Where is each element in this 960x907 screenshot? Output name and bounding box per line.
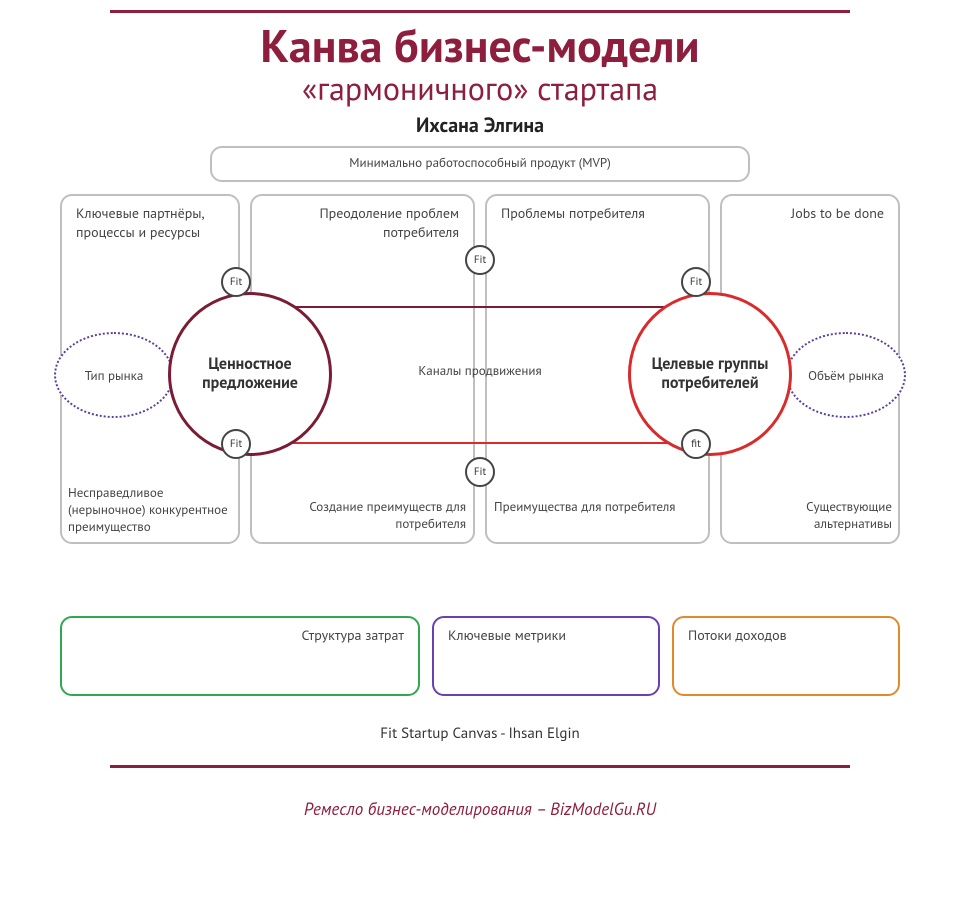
label: Тип рынка [85,368,144,384]
canvas-diagram: Минимально работоспособный продукт (MVP)… [60,146,900,706]
label-existing-alternatives: Существующие альтернативы [728,498,892,532]
label: Ключевые партнёры, процессы и ресурсы [76,204,224,242]
label: Структура затрат [76,626,404,645]
box-revenue-streams: Потоки доходов [672,616,900,696]
label: Fit [474,253,486,267]
label: Целевые группы потребителей [639,355,781,393]
label: Потоки доходов [688,626,884,645]
label: Проблемы потребителя [501,204,694,223]
label-channels: Каналы продвижения [410,362,550,379]
circle-value-proposition: Ценностное предложение [168,292,332,456]
author: Ихсана Элгина [0,112,960,138]
label: Fit [230,437,242,451]
connector-bottom [250,442,710,444]
tagline-site: BizModelGu.RU [550,798,656,820]
label: Преодоление проблем потребителя [266,204,459,242]
page-subtitle: «гармоничного» стартапа [0,71,960,106]
ellipse-market-size: Объём рынка [786,332,906,418]
footer-caption: Fit Startup Canvas - Ihsan Elgin [0,724,960,743]
label-pain-creators: Создание преимуществ для потребителя [258,498,466,532]
label: Fit [690,275,702,289]
label: Объём рынка [808,368,884,384]
label: fit [691,437,701,451]
label: Ценностное предложение [179,355,321,393]
label-customer-benefits: Преимущества для потребителя [494,498,702,515]
label: Jobs to be done [736,204,884,223]
page-title: Канва бизнес-модели [0,21,960,69]
header: Канва бизнес-модели «гармоничного» старт… [0,21,960,138]
tagline-prefix: Ремесло бизнес-моделирования – [304,798,550,820]
circle-customer-segments: Целевые группы потребителей [628,292,792,456]
box-key-metrics: Ключевые метрики [432,616,660,696]
box-cost-structure: Структура затрат [60,616,420,696]
label-unfair-advantage: Несправедливое (нерыночное) конкурентное… [68,484,240,535]
ellipse-market-type: Тип рынка [54,332,174,418]
label: Ключевые метрики [448,626,644,645]
box-mvp-label: Минимально работоспособный продукт (MVP) [222,154,738,172]
label: Fit [474,465,486,479]
footer-tagline: Ремесло бизнес-моделирования – BizModelG… [0,798,960,820]
rule-top [110,10,850,13]
box-mvp: Минимально работоспособный продукт (MVP) [210,146,750,182]
connector-top [250,306,710,308]
label: Fit [230,275,242,289]
rule-bottom [110,765,850,768]
